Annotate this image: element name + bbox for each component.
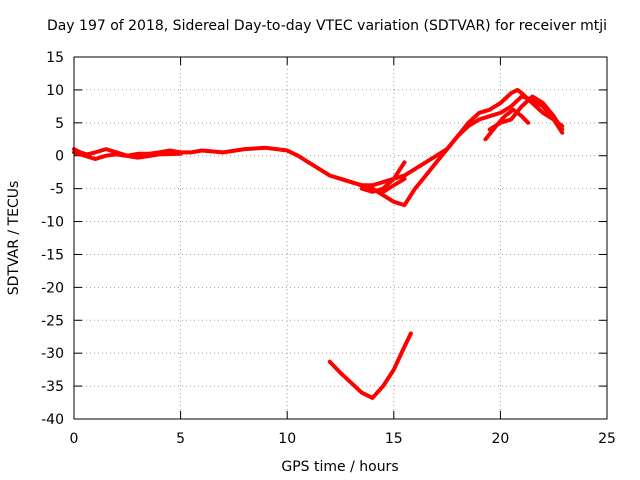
y-tick-label: -35 <box>41 379 64 395</box>
series-trace-c <box>338 94 565 188</box>
y-tick-label: -25 <box>41 313 64 329</box>
x-axis-title: GPS time / hours <box>281 459 398 475</box>
y-tick-label: 10 <box>46 83 64 99</box>
grid <box>74 57 607 419</box>
y-tick-label: -30 <box>41 346 64 362</box>
x-tick-label: 10 <box>278 431 296 447</box>
series-trace-main <box>72 87 565 208</box>
y-tick-label: -40 <box>41 412 64 428</box>
series-trace-b <box>72 150 183 161</box>
chart-title: Day 197 of 2018, Sidereal Day-to-day VTE… <box>47 18 607 34</box>
x-tick-labels: 0 5 10 15 20 25 <box>70 431 616 447</box>
series-trace-low <box>327 331 413 400</box>
y-tick-labels: -40 -35 -30 -25 -20 -15 -10 -5 0 5 10 15 <box>41 50 64 428</box>
x-tick-label: 15 <box>385 431 403 447</box>
series-trace-g <box>487 94 565 132</box>
y-tick-label: -10 <box>41 215 64 231</box>
y-tick-label: 15 <box>46 50 64 66</box>
series-trace-d <box>359 160 407 194</box>
plot-frame <box>73 56 608 420</box>
y-tick-label: -20 <box>41 280 64 296</box>
x-tick-label: 25 <box>598 431 616 447</box>
y-tick-label: 0 <box>55 149 64 165</box>
x-tick-label: 0 <box>70 431 79 447</box>
series-trace-e <box>381 176 407 194</box>
y-tick-label: 5 <box>55 116 64 132</box>
y-axis-title: SDTVAR / TECUs <box>6 181 22 296</box>
y-tick-label: -15 <box>41 247 64 263</box>
x-tick-label: 5 <box>176 431 185 447</box>
series-group <box>72 87 565 400</box>
x-tick-label: 20 <box>491 431 509 447</box>
y-tick-label: -5 <box>50 182 64 198</box>
